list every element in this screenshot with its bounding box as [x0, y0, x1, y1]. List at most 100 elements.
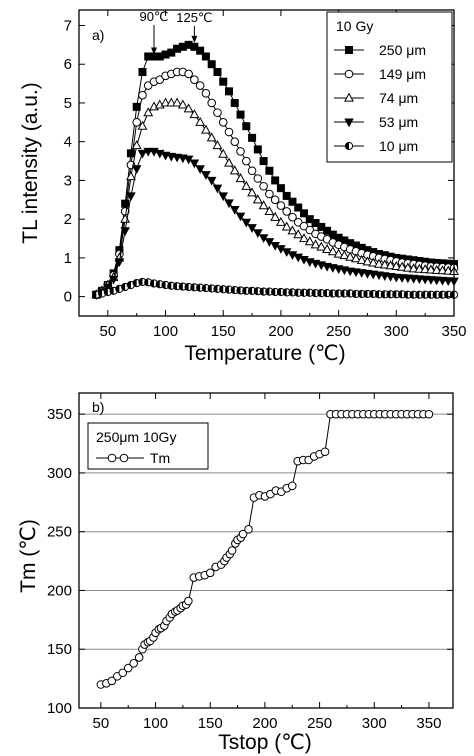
- data-point: [288, 212, 297, 222]
- data-point: [224, 157, 234, 167]
- data-point: [137, 120, 148, 130]
- data-point: [114, 258, 125, 268]
- data-point: [229, 165, 240, 175]
- panel-a-label: a): [92, 27, 104, 43]
- data-point: [339, 250, 350, 260]
- arrow-head: [151, 47, 157, 55]
- data-point: [183, 103, 194, 113]
- legend-label: 74 μm: [379, 90, 418, 106]
- x-tick-label: 250: [307, 715, 332, 732]
- legend-marker: [344, 69, 354, 79]
- data-point: [219, 77, 228, 86]
- x-tick-label: 50: [100, 323, 117, 340]
- data-point: [438, 290, 447, 299]
- data-point: [196, 46, 205, 55]
- data-point: [195, 81, 205, 90]
- data-point: [155, 75, 165, 85]
- data-point: [247, 224, 257, 233]
- data-point: [368, 257, 379, 267]
- data-point: [189, 159, 200, 169]
- y-tick-label: 5: [64, 95, 72, 112]
- data-point: [271, 287, 280, 297]
- data-point: [299, 209, 308, 218]
- y-tick-label: 300: [47, 465, 72, 482]
- data-point: [103, 283, 113, 293]
- x-tick-label: 300: [362, 715, 387, 732]
- data-point: [392, 290, 401, 299]
- data-point: [299, 288, 309, 297]
- data-point: [264, 205, 275, 216]
- data-point: [259, 181, 268, 191]
- legend-marker: [119, 453, 129, 463]
- data-point: [207, 284, 216, 293]
- panel-b-plot-area: [96, 409, 434, 689]
- legend-label: Tm: [150, 450, 170, 466]
- data-point: [184, 596, 193, 606]
- x-tick-label: 150: [211, 323, 236, 340]
- x-tick-label: 150: [198, 715, 223, 732]
- data-point: [118, 668, 128, 678]
- legend-entry: Tm: [96, 450, 170, 466]
- data-point: [132, 118, 141, 127]
- x-tick-label: 200: [268, 323, 293, 340]
- data-point: [328, 289, 337, 298]
- data-point: [126, 149, 135, 158]
- data-point: [287, 225, 298, 235]
- data-point: [397, 261, 408, 271]
- data-point: [420, 264, 431, 274]
- data-point: [253, 174, 263, 183]
- y-tick-label: 4: [64, 134, 72, 151]
- data-point: [238, 529, 248, 539]
- x-tick-label: 300: [384, 323, 409, 340]
- data-point: [195, 116, 206, 126]
- data-point: [425, 264, 436, 274]
- x-tick-label: 250: [326, 323, 351, 340]
- data-point: [265, 166, 274, 175]
- y-tick-label: 2: [64, 211, 72, 228]
- data-point: [235, 212, 246, 222]
- data-point: [160, 97, 171, 107]
- data-point: [138, 67, 147, 76]
- data-point: [408, 263, 419, 273]
- data-point: [138, 90, 147, 100]
- data-point: [287, 481, 297, 491]
- legend-label: 53 μm: [379, 114, 418, 130]
- data-point: [305, 288, 314, 297]
- data-point: [299, 221, 309, 231]
- y-tick-label: 150: [47, 641, 72, 658]
- data-point: [190, 75, 199, 85]
- data-point: [369, 289, 378, 299]
- panel-a-y-axis-label: TL intensity (a.u.): [19, 82, 42, 243]
- x-tick-label: 350: [441, 323, 466, 340]
- y-tick-label: 350: [47, 406, 72, 423]
- data-point: [172, 97, 183, 107]
- legend-marker: [344, 46, 353, 55]
- data-point: [271, 176, 280, 185]
- data-point: [227, 546, 237, 555]
- legend-marker: [107, 453, 117, 463]
- data-point: [385, 260, 396, 270]
- data-point: [403, 290, 412, 299]
- data-point: [205, 568, 215, 578]
- data-point: [242, 156, 251, 166]
- data-point: [120, 227, 130, 237]
- data-point: [305, 225, 315, 235]
- data-point: [317, 289, 326, 298]
- panel-b-legend-box: [87, 422, 209, 470]
- data-point: [131, 140, 142, 150]
- panel-b-frame: [78, 392, 454, 709]
- data-point: [241, 180, 252, 190]
- x-tick-label: 350: [416, 715, 441, 732]
- legend-marker: [344, 118, 354, 128]
- panel-a-annotations: 90℃ 125℃: [139, 9, 213, 55]
- data-point: [123, 663, 133, 673]
- data-point: [258, 200, 269, 210]
- data-point: [345, 251, 356, 261]
- data-point: [414, 263, 425, 273]
- data-point: [218, 148, 229, 158]
- data-point: [218, 118, 228, 127]
- data-point: [293, 229, 304, 239]
- data-point: [125, 171, 136, 181]
- data-point: [431, 264, 442, 274]
- x-tick-label: 50: [93, 715, 110, 732]
